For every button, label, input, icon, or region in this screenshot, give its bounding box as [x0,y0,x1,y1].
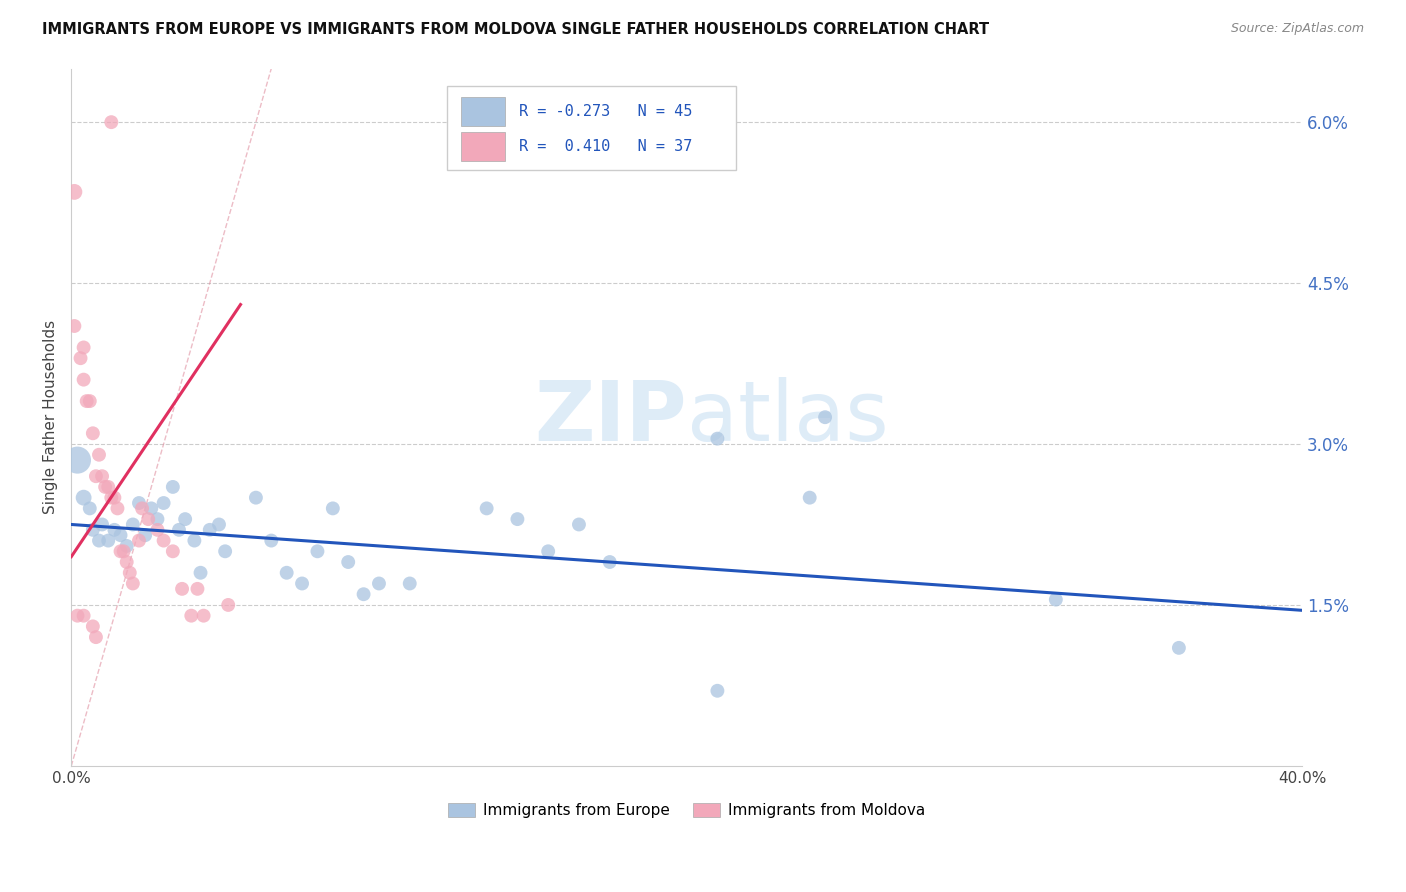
Point [368,576,391,591]
Point [506,512,529,526]
Point [814,410,837,425]
Text: IMMIGRANTS FROM EUROPE VS IMMIGRANTS FROM MOLDOVA SINGLE FATHER HOUSEHOLDS CORRE: IMMIGRANTS FROM EUROPE VS IMMIGRANTS FRO… [42,22,990,37]
Point [353,587,375,601]
Point [66,608,89,623]
Point [97,533,120,548]
Text: R = -0.273   N = 45: R = -0.273 N = 45 [519,104,693,120]
Point [398,576,420,591]
Point [87,448,110,462]
Point [186,582,208,596]
Point [63,185,86,199]
Point [190,566,212,580]
Point [63,318,86,333]
Point [167,523,190,537]
Point [706,432,728,446]
Legend: Immigrants from Europe, Immigrants from Moldova: Immigrants from Europe, Immigrants from … [441,797,931,824]
Point [115,539,138,553]
Point [799,491,821,505]
Point [115,555,138,569]
Point [110,544,132,558]
Point [307,544,329,558]
Point [245,491,267,505]
Point [141,501,163,516]
Point [537,544,560,558]
Point [128,496,150,510]
Point [72,608,94,623]
Point [72,373,94,387]
FancyBboxPatch shape [461,132,505,161]
Point [79,394,101,409]
Point [69,351,91,366]
Point [72,341,94,355]
Point [94,480,117,494]
Point [193,608,215,623]
Point [208,517,231,532]
Text: Source: ZipAtlas.com: Source: ZipAtlas.com [1230,22,1364,36]
Point [97,480,120,494]
Point [1045,592,1067,607]
Point [276,566,298,580]
Point [260,533,283,548]
Point [136,512,159,526]
Point [146,523,169,537]
Point [337,555,360,569]
Point [107,501,129,516]
Point [475,501,498,516]
Point [134,528,156,542]
Point [82,523,104,537]
Point [170,582,193,596]
Text: ZIP: ZIP [534,376,686,458]
Point [146,512,169,526]
Point [162,480,184,494]
Point [162,544,184,558]
Point [103,491,125,505]
Text: R =  0.410   N = 37: R = 0.410 N = 37 [519,139,693,154]
Point [79,501,101,516]
Point [100,115,122,129]
Point [66,453,89,467]
Point [118,566,141,580]
Point [103,523,125,537]
Point [82,619,104,633]
Point [110,528,132,542]
Point [180,608,202,623]
FancyBboxPatch shape [461,97,505,127]
Point [112,544,135,558]
Point [217,598,239,612]
Point [84,630,107,644]
Point [100,491,122,505]
Point [706,683,728,698]
FancyBboxPatch shape [447,86,735,169]
Point [183,533,205,548]
Point [91,517,114,532]
Point [121,576,143,591]
Point [174,512,197,526]
Text: atlas: atlas [686,376,889,458]
Point [599,555,621,569]
Y-axis label: Single Father Households: Single Father Households [44,320,58,515]
Point [1167,640,1189,655]
Point [91,469,114,483]
Point [322,501,344,516]
Point [76,394,98,409]
Point [84,469,107,483]
Point [131,501,153,516]
Point [198,523,221,537]
Point [121,517,143,532]
Point [291,576,314,591]
Point [214,544,236,558]
Point [72,491,94,505]
Point [568,517,591,532]
Point [152,533,174,548]
Point [152,496,174,510]
Point [128,533,150,548]
Point [87,533,110,548]
Point [82,426,104,441]
